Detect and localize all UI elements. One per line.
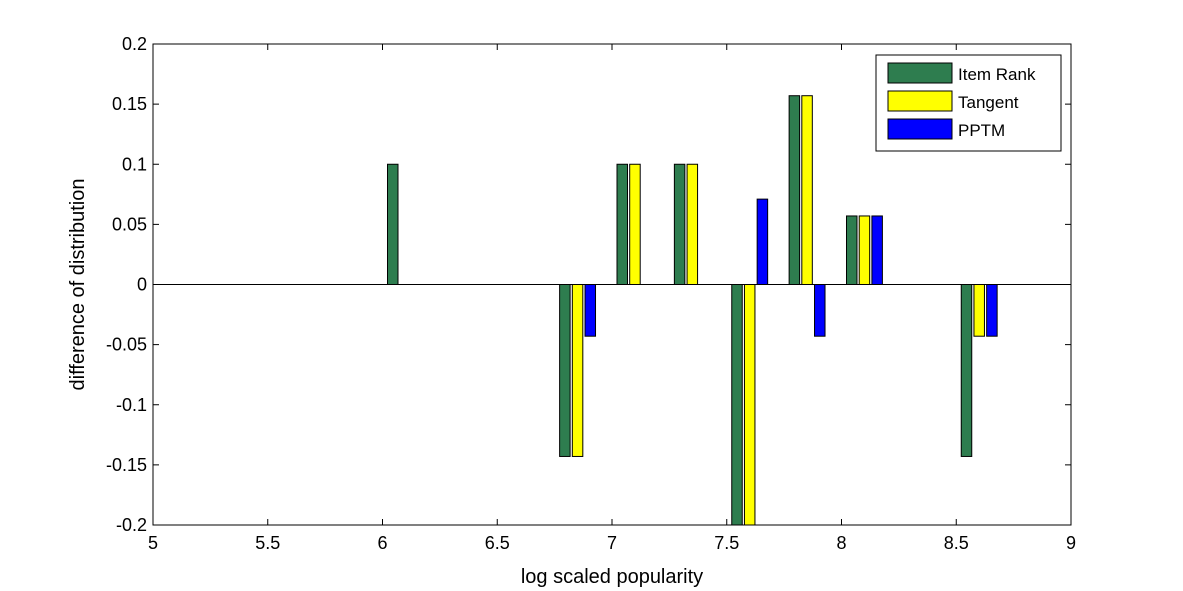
y-tick-label: 0.15: [112, 94, 147, 114]
x-tick-label: 8: [836, 533, 846, 553]
bar-item-rank-0: [387, 163, 399, 285]
bar-pptm-4: [756, 198, 769, 285]
bar-tangent-3: [686, 163, 699, 285]
y-tick-label: -0.2: [116, 515, 147, 535]
bar-tangent-7: [973, 284, 985, 337]
bar-tangent-6: [858, 215, 871, 286]
legend-label: Item Rank: [958, 65, 1036, 84]
y-axis-label: difference of distribution: [67, 179, 89, 391]
bar-tangent-2: [629, 163, 641, 285]
legend-label: PPTM: [958, 121, 1005, 140]
bars-group: [387, 95, 998, 526]
bar-item-rank-2: [616, 163, 628, 285]
bar-pptm-5: [814, 284, 826, 337]
y-tick-label: 0.1: [122, 154, 147, 174]
x-tick-label: 5: [148, 533, 158, 553]
bar-tangent-4: [743, 284, 756, 526]
bar-item-rank-4: [731, 284, 743, 526]
legend-swatch: [887, 90, 953, 112]
bar-item-rank-7: [960, 284, 973, 457]
bar-item-rank-3: [673, 163, 686, 285]
y-tick-label: -0.1: [116, 395, 147, 415]
x-tick-label: 5.5: [255, 533, 280, 553]
legend-swatch: [887, 118, 953, 140]
bar-item-rank-6: [846, 215, 858, 286]
y-tick-label: 0.05: [112, 214, 147, 234]
y-tick-label: -0.15: [106, 455, 147, 475]
x-tick-label: 6: [377, 533, 387, 553]
x-axis-label: log scaled popularity: [521, 566, 703, 588]
bar-tangent-1: [571, 284, 584, 457]
legend-label: Tangent: [958, 93, 1019, 112]
y-tick-label: -0.05: [106, 335, 147, 355]
bar-pptm-1: [584, 284, 597, 337]
x-tick-label: 8.5: [944, 533, 969, 553]
legend: Item Rank Tangent PPTM: [875, 54, 1062, 152]
y-axis: 0.2 0.15 0.1 0.05 0 -0.05 -0.1 -0.15 -0.2: [106, 34, 1071, 535]
bar-item-rank-5: [788, 95, 801, 285]
x-tick-label: 7.5: [714, 533, 739, 553]
x-tick-label: 7: [607, 533, 617, 553]
x-axis: 5 5.5 6 6.5 7 7.5 8 8.5 9: [148, 44, 1076, 553]
legend-swatch: [887, 62, 953, 84]
x-tick-label: 9: [1066, 533, 1076, 553]
bar-tangent-5: [801, 95, 813, 285]
y-tick-label: 0: [137, 275, 147, 295]
x-tick-label: 6.5: [485, 533, 510, 553]
bar-item-rank-1: [559, 284, 571, 457]
y-tick-label: 0.2: [122, 34, 147, 54]
bar-pptm-6: [871, 215, 883, 286]
bar-pptm-7: [986, 284, 998, 337]
